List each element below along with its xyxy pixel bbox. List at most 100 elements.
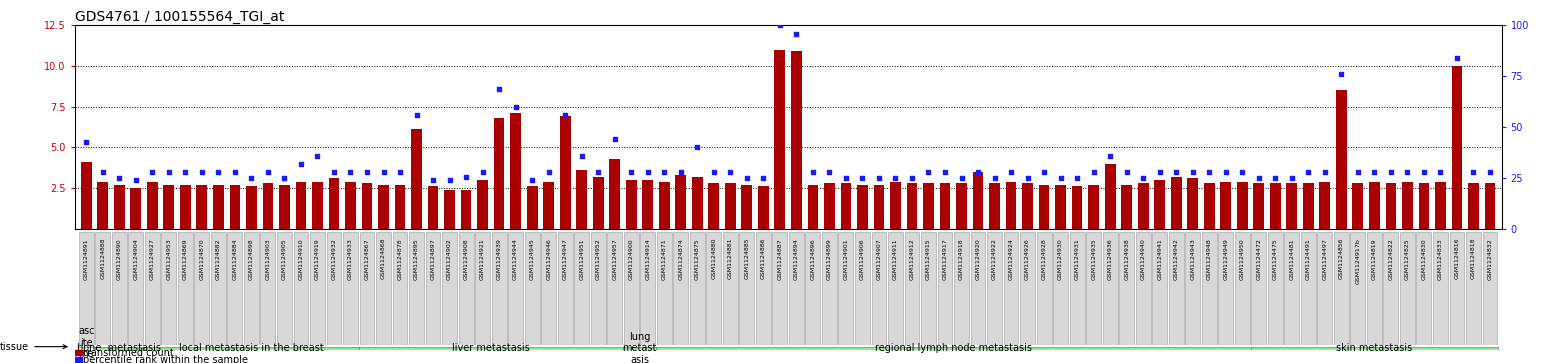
- Point: [1147, 169, 1172, 175]
- Bar: [1352, 183, 1363, 229]
- Text: GSM1124896: GSM1124896: [811, 238, 815, 280]
- FancyBboxPatch shape: [442, 232, 457, 345]
- Bar: [263, 183, 274, 229]
- Point: [1081, 169, 1106, 175]
- Text: GSM1124868: GSM1124868: [381, 238, 386, 280]
- Point: [999, 169, 1024, 175]
- Point: [454, 174, 479, 180]
- Point: [752, 175, 776, 181]
- Text: GSM1124867: GSM1124867: [364, 238, 369, 280]
- FancyBboxPatch shape: [1301, 232, 1316, 345]
- Text: GDS4761 / 100155564_TGI_at: GDS4761 / 100155564_TGI_at: [75, 11, 285, 24]
- Bar: [1022, 183, 1033, 229]
- FancyBboxPatch shape: [359, 232, 375, 345]
- Point: [982, 175, 1007, 181]
- Text: GSM1124910: GSM1124910: [299, 238, 303, 280]
- Bar: [493, 118, 504, 229]
- Point: [537, 169, 562, 175]
- Text: GSM1124943: GSM1124943: [1190, 238, 1195, 280]
- Text: GSM1124953: GSM1124953: [166, 238, 171, 280]
- Point: [1097, 152, 1122, 158]
- Point: [1064, 175, 1089, 181]
- Text: GSM1124822: GSM1124822: [1388, 238, 1393, 280]
- Text: GSM1124816: GSM1124816: [1455, 238, 1460, 280]
- Text: GSM1124957: GSM1124957: [612, 238, 618, 280]
- Text: GSM1124926: GSM1124926: [1025, 238, 1030, 280]
- Text: bone  metastasis: bone metastasis: [78, 343, 162, 354]
- Point: [90, 169, 115, 175]
- Text: GSM1124891: GSM1124891: [84, 238, 89, 280]
- Point: [370, 169, 395, 175]
- Bar: [560, 117, 571, 229]
- Text: GSM1124948: GSM1124948: [1207, 238, 1212, 280]
- FancyBboxPatch shape: [772, 232, 787, 345]
- Point: [1296, 169, 1321, 175]
- Text: GSM1124942: GSM1124942: [1173, 238, 1179, 280]
- Point: [487, 86, 512, 92]
- Bar: [328, 178, 339, 229]
- FancyBboxPatch shape: [854, 232, 870, 345]
- Text: GSM1124952: GSM1124952: [596, 238, 601, 280]
- Point: [734, 175, 759, 181]
- FancyBboxPatch shape: [574, 232, 590, 345]
- Bar: [610, 159, 621, 229]
- Text: GSM1124878: GSM1124878: [397, 238, 403, 280]
- Point: [1461, 169, 1486, 175]
- FancyBboxPatch shape: [409, 232, 423, 345]
- Bar: [708, 183, 719, 229]
- FancyBboxPatch shape: [674, 232, 688, 345]
- FancyBboxPatch shape: [1186, 232, 1200, 345]
- FancyBboxPatch shape: [1368, 232, 1382, 345]
- FancyBboxPatch shape: [342, 232, 358, 345]
- Point: [1362, 169, 1386, 175]
- FancyBboxPatch shape: [839, 232, 853, 345]
- Bar: [1484, 183, 1495, 229]
- Bar: [313, 182, 322, 229]
- Bar: [98, 182, 107, 229]
- FancyBboxPatch shape: [1201, 232, 1217, 345]
- FancyBboxPatch shape: [954, 232, 969, 345]
- Bar: [75, 357, 81, 362]
- Bar: [246, 187, 257, 229]
- FancyBboxPatch shape: [244, 232, 258, 345]
- FancyBboxPatch shape: [789, 232, 804, 345]
- Bar: [1155, 180, 1165, 229]
- FancyBboxPatch shape: [162, 232, 176, 345]
- Bar: [1204, 183, 1215, 229]
- Point: [173, 169, 198, 175]
- Point: [899, 175, 924, 181]
- Bar: [990, 183, 1001, 229]
- Bar: [361, 183, 372, 229]
- Text: asc
ite
me
tast: asc ite me tast: [76, 326, 95, 363]
- Point: [817, 169, 842, 175]
- Bar: [790, 52, 801, 229]
- FancyBboxPatch shape: [724, 232, 738, 345]
- FancyBboxPatch shape: [904, 232, 920, 345]
- Text: GSM1124882: GSM1124882: [216, 238, 221, 280]
- Bar: [1137, 183, 1148, 229]
- FancyBboxPatch shape: [294, 232, 308, 345]
- FancyBboxPatch shape: [112, 232, 126, 345]
- FancyBboxPatch shape: [260, 232, 275, 345]
- Text: GSM1124856: GSM1124856: [1338, 238, 1344, 280]
- FancyBboxPatch shape: [557, 232, 573, 345]
- Point: [240, 175, 265, 181]
- FancyBboxPatch shape: [607, 232, 622, 345]
- Point: [1181, 169, 1206, 175]
- Point: [702, 169, 727, 175]
- Bar: [725, 183, 736, 229]
- Text: transformed count: transformed count: [84, 348, 174, 358]
- Text: GSM1124884: GSM1124884: [232, 238, 238, 280]
- FancyBboxPatch shape: [921, 232, 935, 345]
- Point: [205, 169, 230, 175]
- Bar: [923, 183, 934, 229]
- Bar: [428, 187, 439, 229]
- Point: [834, 175, 859, 181]
- Bar: [940, 183, 951, 229]
- FancyBboxPatch shape: [1036, 232, 1052, 345]
- Text: GSM1124933: GSM1124933: [349, 238, 353, 280]
- Point: [1229, 169, 1254, 175]
- FancyBboxPatch shape: [1318, 232, 1332, 345]
- Point: [156, 169, 180, 175]
- Text: GSM1124900: GSM1124900: [629, 238, 633, 280]
